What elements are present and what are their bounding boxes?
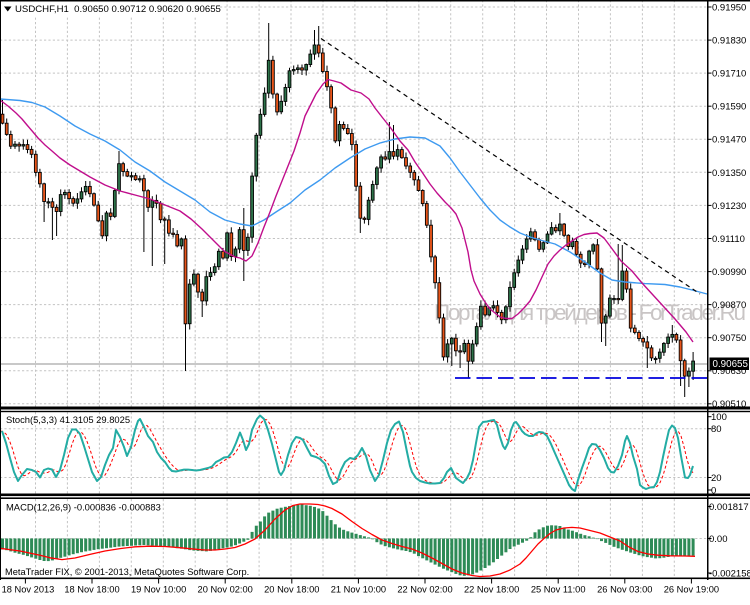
svg-text:0.001817: 0.001817 [709,502,749,513]
svg-text:0.00: 0.00 [709,534,728,545]
svg-text:22 Nov 02:00: 22 Nov 02:00 [397,585,452,595]
svg-text:MetaTrader FIX, © 2001-2013, M: MetaTrader FIX, © 2001-2013, MetaQuotes … [5,567,249,577]
svg-text:0.91470: 0.91470 [712,135,746,146]
svg-text:21 Nov 10:00: 21 Nov 10:00 [331,585,386,595]
svg-text:0.91590: 0.91590 [712,102,746,113]
svg-text:18 Nov 18:00: 18 Nov 18:00 [64,585,119,595]
svg-text:20: 20 [711,473,722,484]
svg-text:0.91110: 0.91110 [712,234,745,245]
svg-text:0.90630: 0.90630 [712,366,746,377]
svg-text:0.90990: 0.90990 [712,267,746,278]
svg-text:0.91350: 0.91350 [712,168,746,179]
svg-text:-0.002158: -0.002158 [709,568,750,579]
svg-text:20 Nov 18:00: 20 Nov 18:00 [264,585,319,595]
svg-text:25 Nov 11:00: 25 Nov 11:00 [531,585,586,595]
svg-text:0.90870: 0.90870 [712,300,746,311]
svg-text:0.90655: 0.90655 [713,359,749,370]
svg-text:19 Nov 10:00: 19 Nov 10:00 [131,585,186,595]
svg-text:80: 80 [711,424,722,435]
svg-text:0.91710: 0.91710 [712,69,746,80]
svg-text:20 Nov 02:00: 20 Nov 02:00 [198,585,253,595]
svg-text:USDCHF,H1 0.90650 0.90712 0.9: USDCHF,H1 0.90650 0.90712 0.90620 0.9065… [15,4,221,15]
svg-text:MACD(12,26,9) -0.000836 -0.000: MACD(12,26,9) -0.000836 -0.000883 [6,502,161,513]
svg-text:22 Nov 18:00: 22 Nov 18:00 [464,585,519,595]
svg-text:Stoch(5,3,3) 41.3105 29.8025: Stoch(5,3,3) 41.3105 29.8025 [6,414,130,425]
svg-text:100: 100 [711,412,727,423]
svg-text:26 Nov 19:00: 26 Nov 19:00 [664,585,719,595]
svg-text:0.91950: 0.91950 [712,2,746,13]
svg-text:0.90510: 0.90510 [712,399,746,410]
svg-text:0.90750: 0.90750 [712,333,746,344]
svg-text:0: 0 [711,485,716,496]
svg-text:0.91830: 0.91830 [712,36,746,47]
svg-text:18 Nov 2013: 18 Nov 2013 [2,585,55,595]
svg-text:0.91230: 0.91230 [712,201,746,212]
svg-text:26 Nov 03:00: 26 Nov 03:00 [597,585,652,595]
